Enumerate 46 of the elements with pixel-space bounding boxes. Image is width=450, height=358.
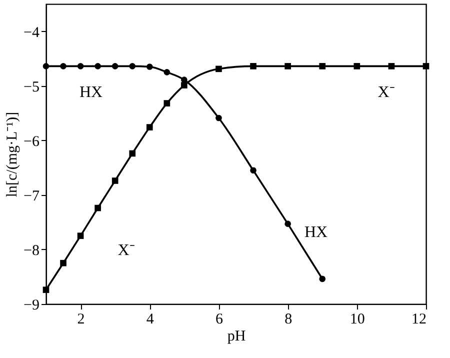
- point: [60, 63, 66, 70]
- point: [77, 63, 84, 70]
- point: [284, 63, 291, 70]
- point: [42, 286, 50, 293]
- point: [77, 232, 84, 239]
- point: [250, 63, 256, 70]
- x-tick-label: 12: [412, 312, 426, 328]
- annotation: X⁻: [118, 242, 134, 259]
- annotation: X⁻: [378, 84, 394, 101]
- point: [216, 114, 222, 122]
- point: [129, 63, 136, 70]
- point: [112, 63, 118, 70]
- point: [216, 66, 222, 72]
- y-tick-label: −4: [24, 24, 40, 41]
- point: [146, 124, 153, 130]
- point: [250, 167, 256, 174]
- point: [112, 178, 118, 184]
- y-axis-title: ln[c/(mg·L⁻¹)]: [4, 112, 21, 198]
- point: [164, 69, 170, 76]
- y-tick-label: −5: [24, 79, 40, 96]
- point: [354, 63, 360, 70]
- point: [42, 63, 50, 70]
- annotation: HX: [304, 224, 328, 241]
- point: [60, 260, 66, 266]
- point: [94, 63, 101, 70]
- annotation: HX: [79, 84, 103, 101]
- y-tick-label: −9: [24, 298, 40, 314]
- point: [129, 150, 136, 157]
- x-tick-label: 8: [284, 312, 292, 328]
- point: [319, 276, 326, 282]
- point: [94, 204, 101, 212]
- x-tick-label: 4: [146, 312, 154, 328]
- x-tick-label: 2: [77, 312, 85, 328]
- point: [319, 63, 326, 70]
- x-axis-title: pH: [227, 328, 246, 344]
- point: [164, 100, 170, 106]
- point: [146, 64, 153, 70]
- x-tick-label: 6: [215, 312, 224, 328]
- point: [422, 63, 430, 70]
- point: [284, 220, 291, 227]
- point: [388, 63, 395, 70]
- y-tick-label: −6: [24, 134, 40, 150]
- x-tick-label: 10: [350, 312, 365, 328]
- point: [181, 82, 188, 88]
- y-tick-label: −7: [24, 188, 40, 204]
- y-tick-label: −8: [24, 242, 40, 259]
